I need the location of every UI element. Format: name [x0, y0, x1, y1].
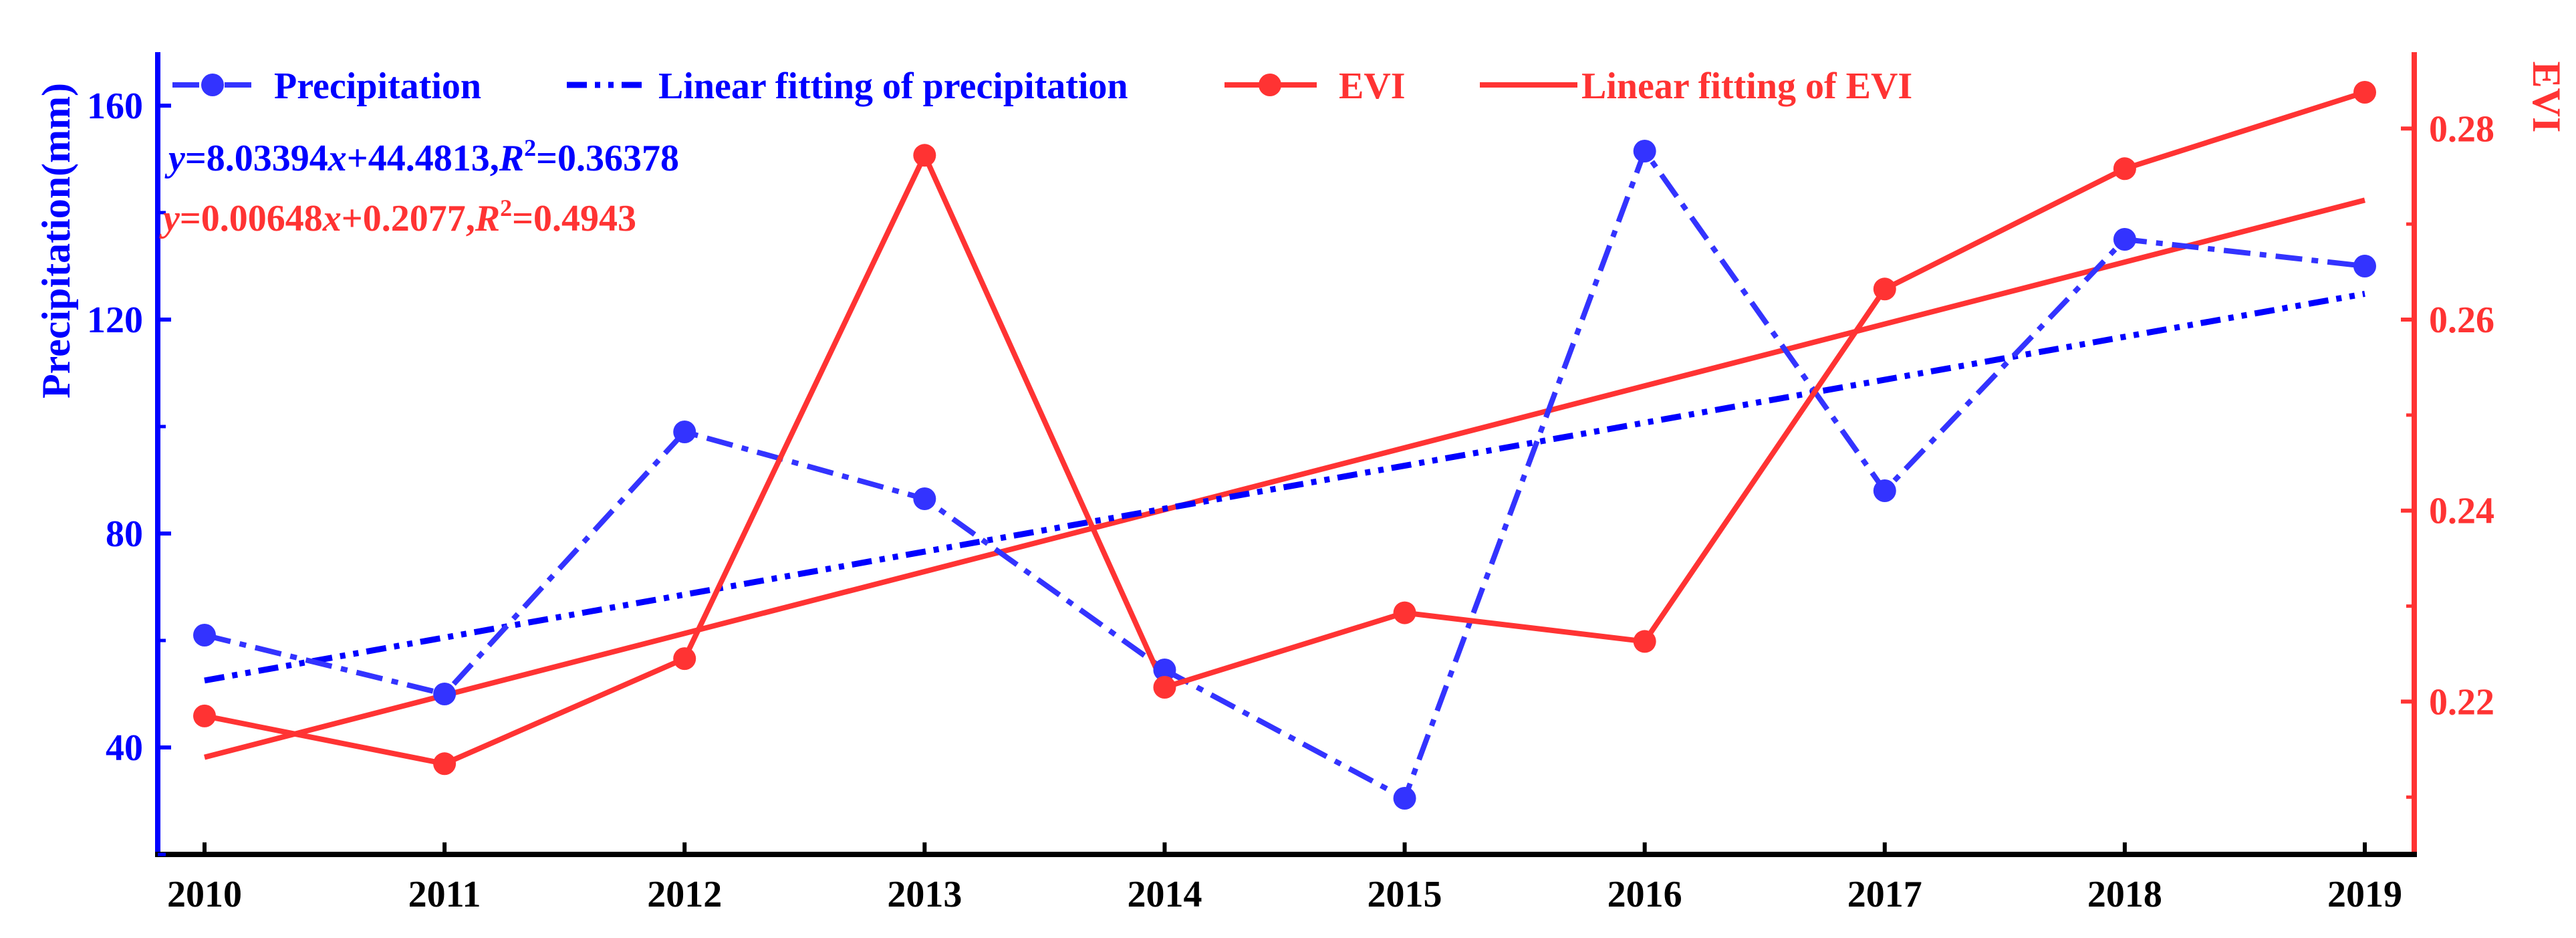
precip-point: [2113, 228, 2136, 251]
precip-point: [1153, 659, 1176, 681]
right-axis-title: EVI: [2525, 62, 2569, 133]
legend-evi-marker: [1259, 74, 1281, 96]
left-tick-label: 40: [106, 727, 143, 769]
legend-precip-marker: [201, 74, 224, 96]
x-tick-label: 2017: [1847, 874, 1922, 915]
precip-point: [1393, 787, 1416, 810]
right-tick-label: 0.28: [2429, 108, 2494, 150]
plot-lines: [193, 81, 2376, 810]
evi-eq-slope: =0.00648: [180, 198, 323, 239]
evi-point: [433, 752, 457, 776]
precip-eq-intercept: +44.4813,: [347, 138, 499, 179]
evi-point: [1633, 630, 1656, 653]
precip-eq-y: y: [164, 138, 186, 179]
x-tick-label: 2014: [1127, 874, 1202, 915]
evi-point: [1393, 601, 1416, 624]
evi-point: [1873, 277, 1896, 301]
x-tick-label: 2018: [2087, 874, 2162, 915]
evi-eq-sup: 2: [500, 195, 512, 221]
precip-series-line: [204, 148, 2365, 801]
evi-point: [913, 144, 936, 167]
x-tick-label: 2019: [2327, 874, 2402, 915]
precip-equation: y=8.03394x+44.4813,R2=0.36378: [164, 134, 679, 179]
evi-point: [1153, 676, 1176, 699]
precip-eq-x: x: [328, 138, 347, 179]
precip-point: [1873, 479, 1896, 502]
evi-eq-intercept: +0.2077,: [342, 198, 475, 239]
precip-point: [193, 624, 216, 647]
precip-point: [2353, 255, 2376, 277]
precip-point: [433, 683, 457, 705]
evi-eq-x: x: [322, 198, 342, 239]
precip-point: [913, 487, 936, 510]
evi-eq-y: y: [159, 198, 180, 239]
legend-evi-label: EVI: [1339, 66, 1406, 107]
x-tick-label: 2013: [887, 874, 962, 915]
right-tick-label: 0.22: [2429, 681, 2494, 723]
x-tick-label: 2016: [1607, 874, 1682, 915]
precip-eq-r: R: [499, 138, 524, 179]
evi-point: [2113, 157, 2136, 181]
precip-eq-slope: =8.03394: [185, 138, 328, 179]
precip-point: [1633, 140, 1656, 162]
evi-eq-r: R: [475, 198, 500, 239]
axis-ticks: 2010 2011 2012 2013 2014 2015 2016 2017 2018 2019…: [87, 86, 2494, 915]
evi-point: [673, 647, 696, 671]
x-tick-label: 2012: [647, 874, 722, 915]
precip-point: [673, 421, 696, 443]
left-axis-title: Precipitation(mm): [34, 83, 78, 398]
left-tick-label: 80: [106, 513, 143, 555]
precip-eq-sup: 2: [524, 134, 536, 161]
evi-fit-line: [204, 197, 2365, 760]
right-tick-label: 0.26: [2429, 300, 2494, 341]
legend-precip-label: Precipitation: [274, 66, 481, 107]
precip-fit-line: [204, 291, 2365, 684]
x-tick-label: 2015: [1368, 874, 1442, 915]
right-tick-label: 0.24: [2429, 491, 2494, 532]
evi-equation: y=0.00648x+0.2077,R2=0.4943: [159, 195, 636, 239]
x-tick-label: 2011: [408, 874, 481, 915]
legend: Precipitation Linear fitting of precipit…: [172, 66, 1912, 107]
evi-series-line: [204, 90, 2366, 767]
x-tick-label: 2010: [167, 874, 242, 915]
evi-point: [2353, 81, 2376, 104]
evi-point: [193, 704, 216, 727]
evi-eq-r2: =0.4943: [512, 198, 636, 239]
precip-eq-r2: =0.36378: [536, 138, 679, 179]
left-tick-label: 160: [87, 86, 143, 127]
left-tick-label: 120: [87, 300, 143, 341]
legend-precip-fit-label: Linear fitting of precipitation: [658, 66, 1128, 107]
legend-evi-fit-label: Linear fitting of EVI: [1581, 66, 1912, 107]
